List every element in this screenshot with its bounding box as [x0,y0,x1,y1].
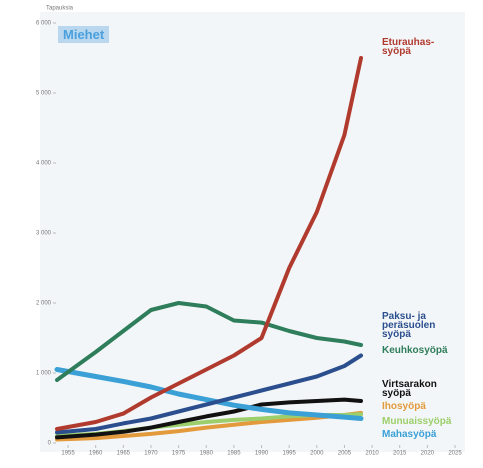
x-tick-label: 2025 [448,451,462,457]
legend-label: Paksu- ja peräsuolen syöpä [382,311,436,340]
legend-label: Mahasyöpä [382,429,437,440]
x-tick-label: 2000 [310,451,324,457]
x-tick-label: 1995 [282,451,296,457]
legend-label: Munuaissyöpä [382,416,452,427]
y-tick-label: 0 [48,441,52,447]
x-tick-label: 1965 [117,451,131,457]
legend-label: Eturauhas- syöpä [382,37,435,57]
x-tick-label: 1985 [227,451,241,457]
x-tick-label: 1990 [255,451,269,457]
x-tick-label: 2020 [421,451,435,457]
legend-label: Virtsarakon syöpä [382,379,437,399]
panel-label: Miehet [58,26,110,43]
y-tick-label: 5 000 [36,91,52,97]
y-tick-label: 6 000 [36,21,52,27]
x-tick-label: 1955 [61,451,75,457]
x-tick-label: 1980 [200,451,214,457]
y-axis-title: Tapauksia [46,6,74,12]
y-tick-label: 4 000 [36,161,52,167]
series-line [55,353,363,435]
x-tick-label: 1975 [172,451,186,457]
x-tick-label: 2005 [338,451,352,457]
x-tick-label: 2010 [365,451,379,457]
y-tick-label: 2 000 [36,301,52,307]
series-line [55,397,363,440]
x-tick-label: 1970 [144,451,158,457]
y-tick-label: 1 000 [36,371,52,377]
legend-label: Ihosyöpä [382,401,426,412]
series-line [55,301,363,382]
x-tick-label: 1960 [89,451,103,457]
series-line [55,56,363,431]
x-tick-label: 2015 [393,451,407,457]
legend-label: Keuhkosyöpä [382,345,448,356]
y-tick-label: 3 000 [36,231,52,237]
